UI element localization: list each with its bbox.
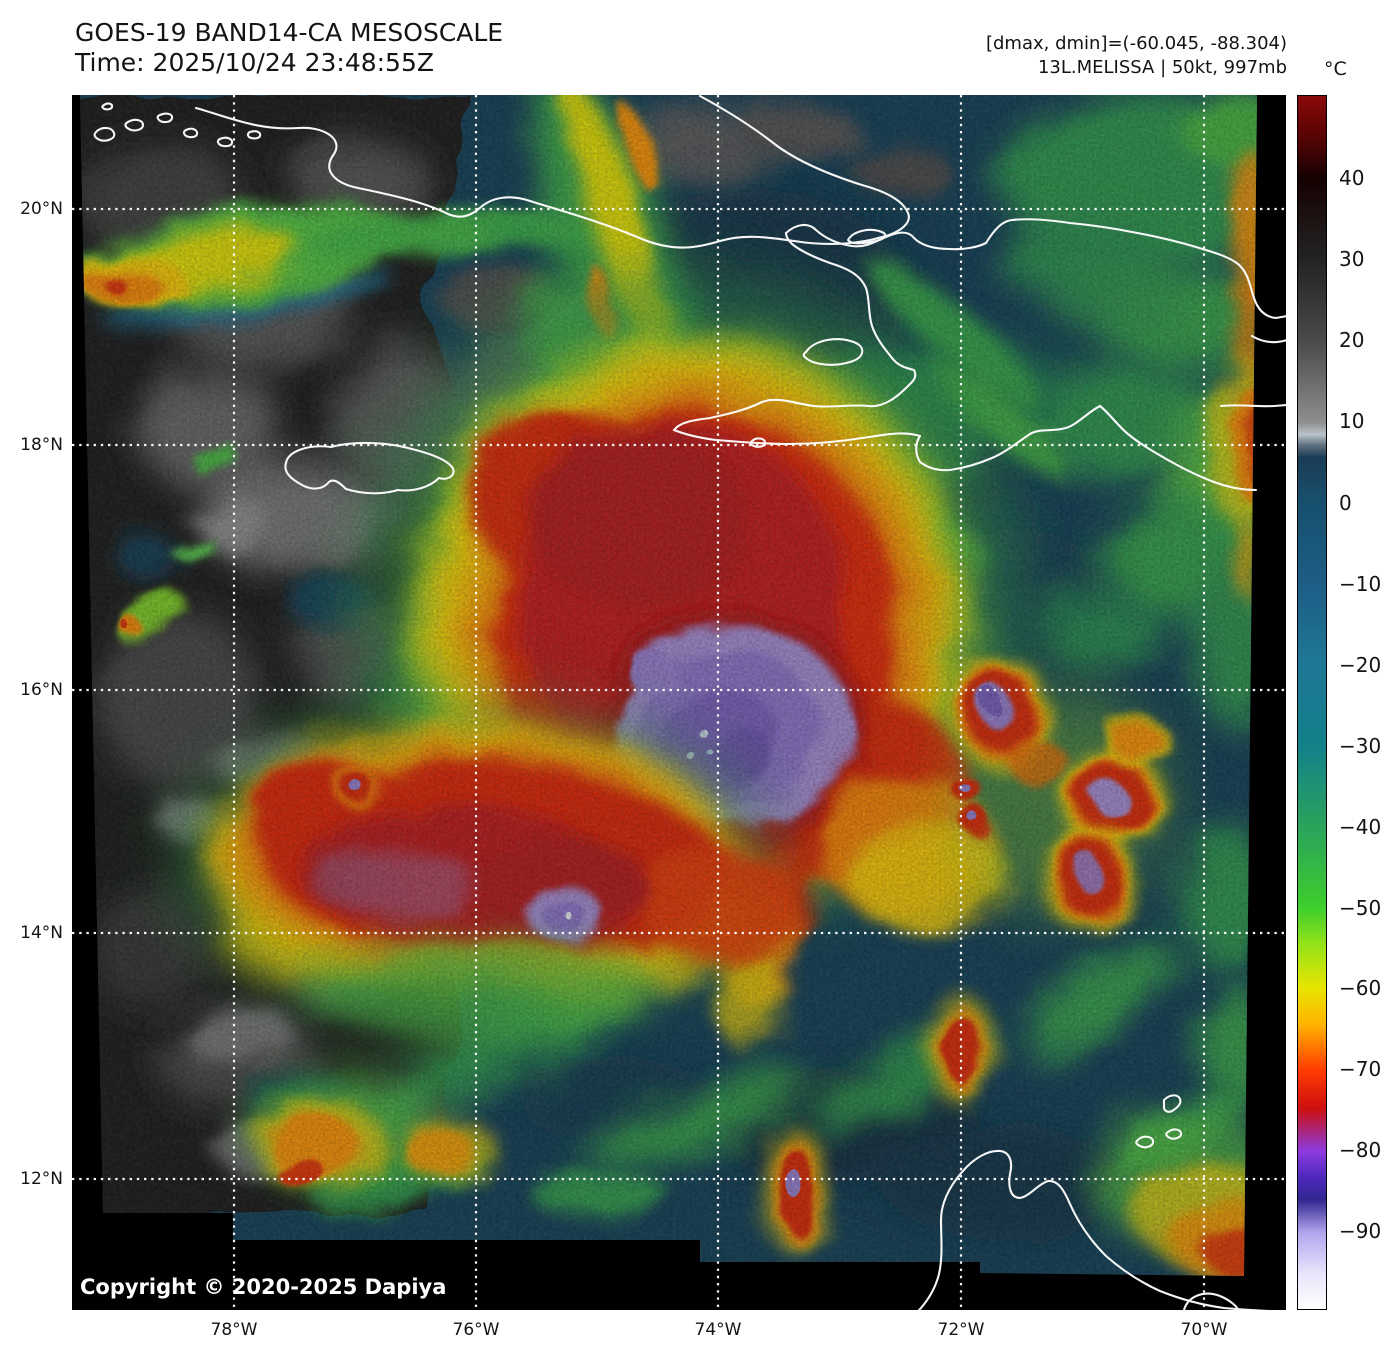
colorbar-unit-label: °C	[1324, 58, 1347, 80]
colorbar-tick: 30	[1339, 247, 1365, 271]
gonave-island-icon	[802, 338, 864, 366]
colorbar-tick: −20	[1339, 653, 1382, 677]
graticule	[72, 95, 1286, 1310]
coastline-hispaniola-se	[1219, 404, 1286, 408]
cuba-keys-icon	[93, 102, 262, 148]
satellite-imagery	[72, 95, 1286, 1310]
page-title: GOES-19 BAND14-CA MESOSCALE Time: 2025/1…	[75, 18, 503, 78]
copyright-watermark: Copyright © 2020-2025 Dapiya	[80, 1275, 447, 1299]
colorbar-tick: 0	[1339, 491, 1352, 515]
lon-axis-label: 78°W	[210, 1320, 258, 1340]
lat-axis-label: 20°N	[20, 199, 63, 219]
lat-axis-label: 16°N	[20, 680, 63, 700]
colorbar	[1297, 95, 1327, 1310]
storm-info: [dmax, dmin]=(-60.045, -88.304) 13L.MELI…	[986, 32, 1287, 80]
coastlines	[93, 95, 1286, 1310]
dmax-dmin-readout: [dmax, dmin]=(-60.045, -88.304)	[985, 33, 1287, 54]
maracaibo-coast-icon	[1182, 1292, 1240, 1310]
coastline-hispaniola-ne	[1250, 334, 1286, 344]
lat-axis-label: 14°N	[20, 923, 63, 943]
lon-axis-label: 72°W	[937, 1320, 985, 1340]
lat-axis-label: 12°N	[20, 1169, 63, 1189]
coastline-hispaniola-south	[1098, 404, 1258, 492]
colorbar-tick: −60	[1339, 976, 1382, 1000]
colorbar-tick: −50	[1339, 896, 1382, 920]
colorbar-tick: −70	[1339, 1057, 1382, 1081]
colorbar-tick: −40	[1339, 815, 1382, 839]
antilles-islands-icon	[1135, 1094, 1183, 1149]
satellite-swath	[80, 95, 1257, 1276]
colorbar-tick: −10	[1339, 572, 1382, 596]
lat-axis-label: 18°N	[20, 435, 63, 455]
coastline-south-america	[917, 1149, 1270, 1310]
map-plot-area: Copyright © 2020-2025 Dapiya	[72, 95, 1286, 1310]
colorbar-tick: 40	[1339, 166, 1365, 190]
ile-a-vache-icon	[749, 437, 767, 448]
lon-axis-label: 74°W	[694, 1320, 742, 1340]
coastline-cuba	[194, 95, 910, 249]
coastline-jamaica	[284, 441, 455, 495]
colorbar-tick: −80	[1339, 1138, 1382, 1162]
grain-texture-light	[80, 95, 1257, 1276]
colorbar-tick: 20	[1339, 328, 1365, 352]
colorbar-tick: −90	[1339, 1219, 1382, 1243]
storm-id-readout: 13L.MELISSA | 50kt, 997mb	[1037, 57, 1287, 78]
colorbar-tick: −30	[1339, 734, 1382, 758]
lon-axis-label: 70°W	[1180, 1320, 1228, 1340]
title-line1: GOES-19 BAND14-CA MESOSCALE	[75, 18, 504, 47]
colorbar-tick: 10	[1339, 409, 1365, 433]
tortuga-island-icon	[846, 228, 887, 245]
title-line2: Time: 2025/10/24 23:48:55Z	[75, 48, 434, 77]
coastline-hispaniola-west	[672, 231, 1102, 472]
lon-axis-label: 76°W	[452, 1320, 500, 1340]
coastline-hispaniola-north	[784, 218, 1286, 320]
